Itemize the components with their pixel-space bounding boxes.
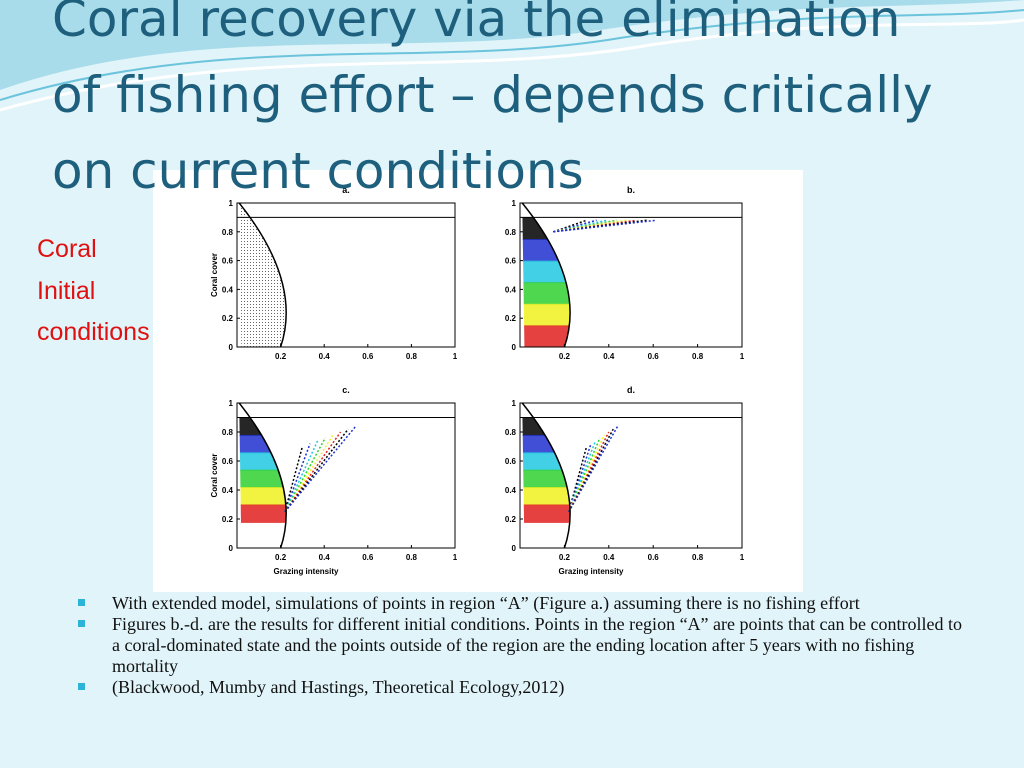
side-label: Initial: [37, 277, 95, 305]
x-tick-label: 0.2: [559, 553, 571, 562]
y-tick-label: 0: [512, 544, 517, 553]
y-tick-label: 0.4: [222, 486, 234, 495]
region-band: [522, 325, 571, 347]
region-band: [522, 303, 571, 327]
wave-line: [0, 18, 1024, 112]
y-tick-label: 0.6: [505, 457, 517, 466]
y-tick-label: 0.6: [222, 257, 234, 266]
x-tick-label: 0.6: [648, 352, 660, 361]
trajectory: [284, 440, 319, 513]
bullet: Figures b.-d. are the results for differ…: [78, 614, 968, 677]
x-tick-label: 0.8: [692, 553, 704, 562]
region-band: [239, 504, 287, 523]
boundary-curve: [521, 202, 571, 348]
region-band: [522, 282, 571, 305]
x-tick-label: 0.8: [692, 352, 704, 361]
trajectory: [553, 219, 657, 233]
axes-frame: [236, 202, 456, 348]
x-tick-label: 0.6: [648, 553, 660, 562]
trajectory: [568, 431, 610, 513]
x-tick-label: 1: [740, 553, 745, 562]
region-a: [239, 203, 287, 347]
y-tick-label: 1: [229, 399, 234, 408]
y-tick-label: 0.4: [505, 486, 517, 495]
bullet-list: With extended model, simulations of poin…: [78, 593, 968, 698]
region-band: [522, 469, 571, 489]
axes-frame: [519, 202, 743, 348]
trajectory: [284, 446, 304, 512]
wave: [0, 0, 1024, 90]
y-tick-label: 0: [229, 343, 234, 352]
x-tick-label: 1: [740, 352, 745, 361]
bullet: With extended model, simulations of poin…: [78, 593, 968, 614]
region-band: [239, 469, 287, 489]
x-tick-label: 1: [453, 352, 458, 361]
y-axis-label: Coral cover: [210, 253, 219, 297]
y-tick-label: 0.2: [505, 314, 517, 323]
boundary-curve: [238, 202, 287, 348]
side-label: Coral: [37, 235, 97, 263]
trajectory: [284, 443, 311, 513]
bullet: (Blackwood, Mumby and Hastings, Theoreti…: [78, 677, 968, 698]
title-line: on current conditions: [52, 142, 584, 200]
y-tick-label: 0.8: [505, 428, 517, 437]
y-tick-label: 0.4: [222, 285, 234, 294]
trajectory: [553, 219, 597, 233]
y-tick-label: 0.2: [505, 515, 517, 524]
panel-title: a.: [342, 185, 350, 195]
y-tick-label: 1: [229, 199, 234, 208]
x-axis-label: Grazing intensity: [274, 567, 339, 576]
x-tick-label: 0.6: [362, 553, 374, 562]
trajectory: [284, 434, 334, 513]
boundary-curve: [238, 402, 287, 549]
x-axis-label: Grazing intensity: [559, 567, 624, 576]
x-tick-label: 0.4: [603, 352, 615, 361]
panel-title: c.: [342, 385, 350, 395]
x-tick-label: 0.4: [319, 553, 331, 562]
axes-frame: [519, 402, 743, 549]
y-tick-label: 0: [512, 343, 517, 352]
y-tick-label: 0.6: [222, 457, 234, 466]
y-tick-label: 0.4: [505, 285, 517, 294]
x-tick-label: 0.2: [559, 352, 571, 361]
x-tick-label: 0.8: [406, 352, 418, 361]
x-tick-label: 0.4: [319, 352, 331, 361]
y-tick-label: 1: [512, 199, 517, 208]
y-tick-label: 0.2: [222, 314, 234, 323]
boundary-curve: [521, 402, 571, 549]
title-line: of fishing effort – depends critically: [52, 66, 933, 124]
x-tick-label: 1: [453, 553, 458, 562]
y-tick-label: 0.8: [505, 228, 517, 237]
trajectory: [568, 425, 619, 513]
trajectory: [553, 219, 617, 233]
region-band: [239, 487, 287, 506]
panel-title: b.: [627, 185, 635, 195]
region-band: [522, 260, 571, 284]
region-band: [522, 487, 571, 506]
y-tick-label: 0: [229, 544, 234, 553]
x-tick-label: 0.4: [603, 553, 615, 562]
x-tick-label: 0.6: [362, 352, 374, 361]
side-label: conditions: [37, 318, 150, 346]
x-tick-label: 0.2: [275, 352, 287, 361]
y-axis-label: Coral cover: [210, 453, 219, 497]
title-line: Coral recovery via the elimination: [52, 0, 900, 48]
y-tick-label: 0.6: [505, 257, 517, 266]
wave-line: [0, 9, 1024, 101]
region-band: [522, 504, 571, 523]
y-tick-label: 0.2: [222, 515, 234, 524]
x-tick-label: 0.8: [406, 553, 418, 562]
y-tick-label: 0.8: [222, 428, 234, 437]
panel-title: d.: [627, 385, 635, 395]
axes-frame: [236, 402, 456, 549]
trajectory: [284, 425, 357, 513]
trajectory: [568, 446, 588, 512]
x-tick-label: 0.2: [275, 553, 287, 562]
y-tick-label: 0.8: [222, 228, 234, 237]
y-tick-label: 1: [512, 399, 517, 408]
